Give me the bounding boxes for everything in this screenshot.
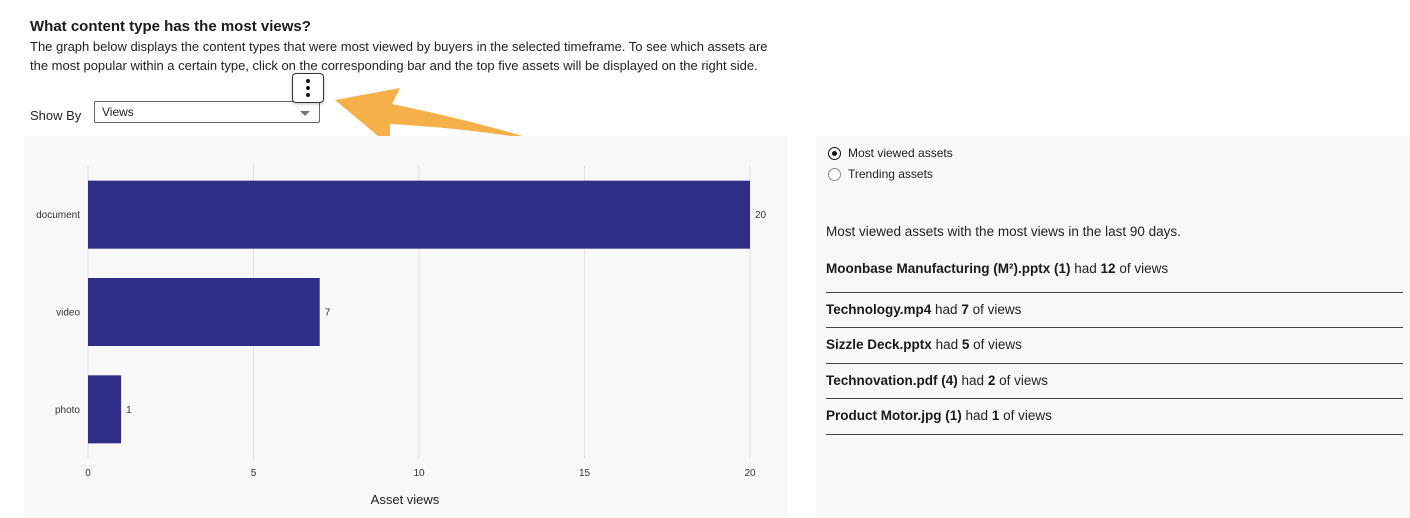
list-item: Sizzle Deck.pptx had 5 of views	[826, 328, 1403, 364]
list-item: Product Motor.jpg (1) had 1 of views	[826, 399, 1403, 435]
asset-name: Sizzle Deck.pptx	[826, 337, 932, 352]
category-label: video	[56, 308, 80, 319]
asset-count: 1	[991, 408, 1000, 423]
asset-count: 12	[1100, 261, 1116, 276]
radio-label: Most viewed assets	[848, 146, 953, 160]
show-by-select-value: Views	[102, 105, 134, 119]
asset-had-text: had	[965, 408, 989, 423]
radio-button-selected[interactable]	[828, 147, 841, 160]
asset-name: Moonbase Manufacturing (M²).pptx (1)	[826, 261, 1071, 276]
top-assets-panel: Most viewed assets Trending assets Most …	[816, 136, 1410, 518]
data-label: 1	[126, 405, 132, 416]
pointer-arrow-icon	[335, 88, 536, 146]
assets-summary: Most viewed assets with the most views i…	[826, 224, 1181, 239]
category-label: document	[36, 210, 80, 221]
list-item: Moonbase Manufacturing (M²).pptx (1) had…	[826, 252, 1403, 293]
more-options-button[interactable]	[292, 73, 324, 103]
asset-suffix: of views	[1119, 261, 1169, 276]
asset-name: Technovation.pdf (4)	[826, 372, 958, 388]
list-item: Technology.mp4 had 7 of views	[826, 293, 1403, 328]
chevron-down-icon	[300, 111, 310, 116]
asset-had-text: had	[935, 301, 958, 317]
data-label: 7	[325, 308, 331, 319]
radio-label: Trending assets	[848, 167, 933, 181]
kebab-dot	[306, 93, 310, 97]
kebab-dot	[306, 86, 310, 90]
asset-suffix: of views	[1003, 408, 1052, 423]
kebab-dot	[306, 79, 310, 83]
asset-name: Product Motor.jpg (1)	[826, 408, 962, 423]
asset-suffix: of views	[973, 337, 1022, 352]
bar[interactable]	[88, 375, 122, 444]
radio-button[interactable]	[828, 168, 841, 181]
x-axis-title: Asset views	[371, 492, 440, 507]
bar-chart: 0 5 10 15 20 document 20 video 7 photo 1 Asset view…	[36, 166, 767, 507]
data-label: 20	[755, 210, 767, 221]
asset-had-text: had	[935, 337, 959, 352]
bar[interactable]	[88, 180, 750, 249]
x-tick-label: 0	[85, 468, 91, 479]
x-tick-label: 10	[413, 468, 425, 479]
asset-count: 5	[961, 337, 970, 352]
category-label: photo	[55, 405, 80, 416]
list-item: Technovation.pdf (4) had 2 of views	[826, 364, 1403, 399]
show-by-label: Show By	[30, 108, 82, 123]
asset-list: Moonbase Manufacturing (M²).pptx (1) had…	[826, 252, 1403, 435]
page-title: What content type has the most views?	[30, 18, 311, 35]
page-description: The graph below displays the content typ…	[30, 39, 768, 73]
asset-had-text: had	[1074, 261, 1097, 276]
x-tick-label: 5	[251, 468, 257, 479]
bar[interactable]	[88, 278, 320, 346]
asset-suffix: of views	[972, 301, 1022, 317]
asset-name: Technology.mp4	[826, 301, 932, 317]
show-by-select[interactable]: Views	[94, 101, 320, 123]
x-tick-label: 20	[744, 468, 756, 479]
chart-panel: 0 5 10 15 20 document 20 video 7 photo 1 Asset view…	[24, 136, 787, 518]
asset-had-text: had	[961, 372, 985, 388]
x-tick-label: 15	[579, 468, 591, 479]
asset-count: 2	[987, 372, 996, 388]
asset-count: 7	[961, 301, 969, 317]
asset-suffix: of views	[999, 372, 1048, 388]
